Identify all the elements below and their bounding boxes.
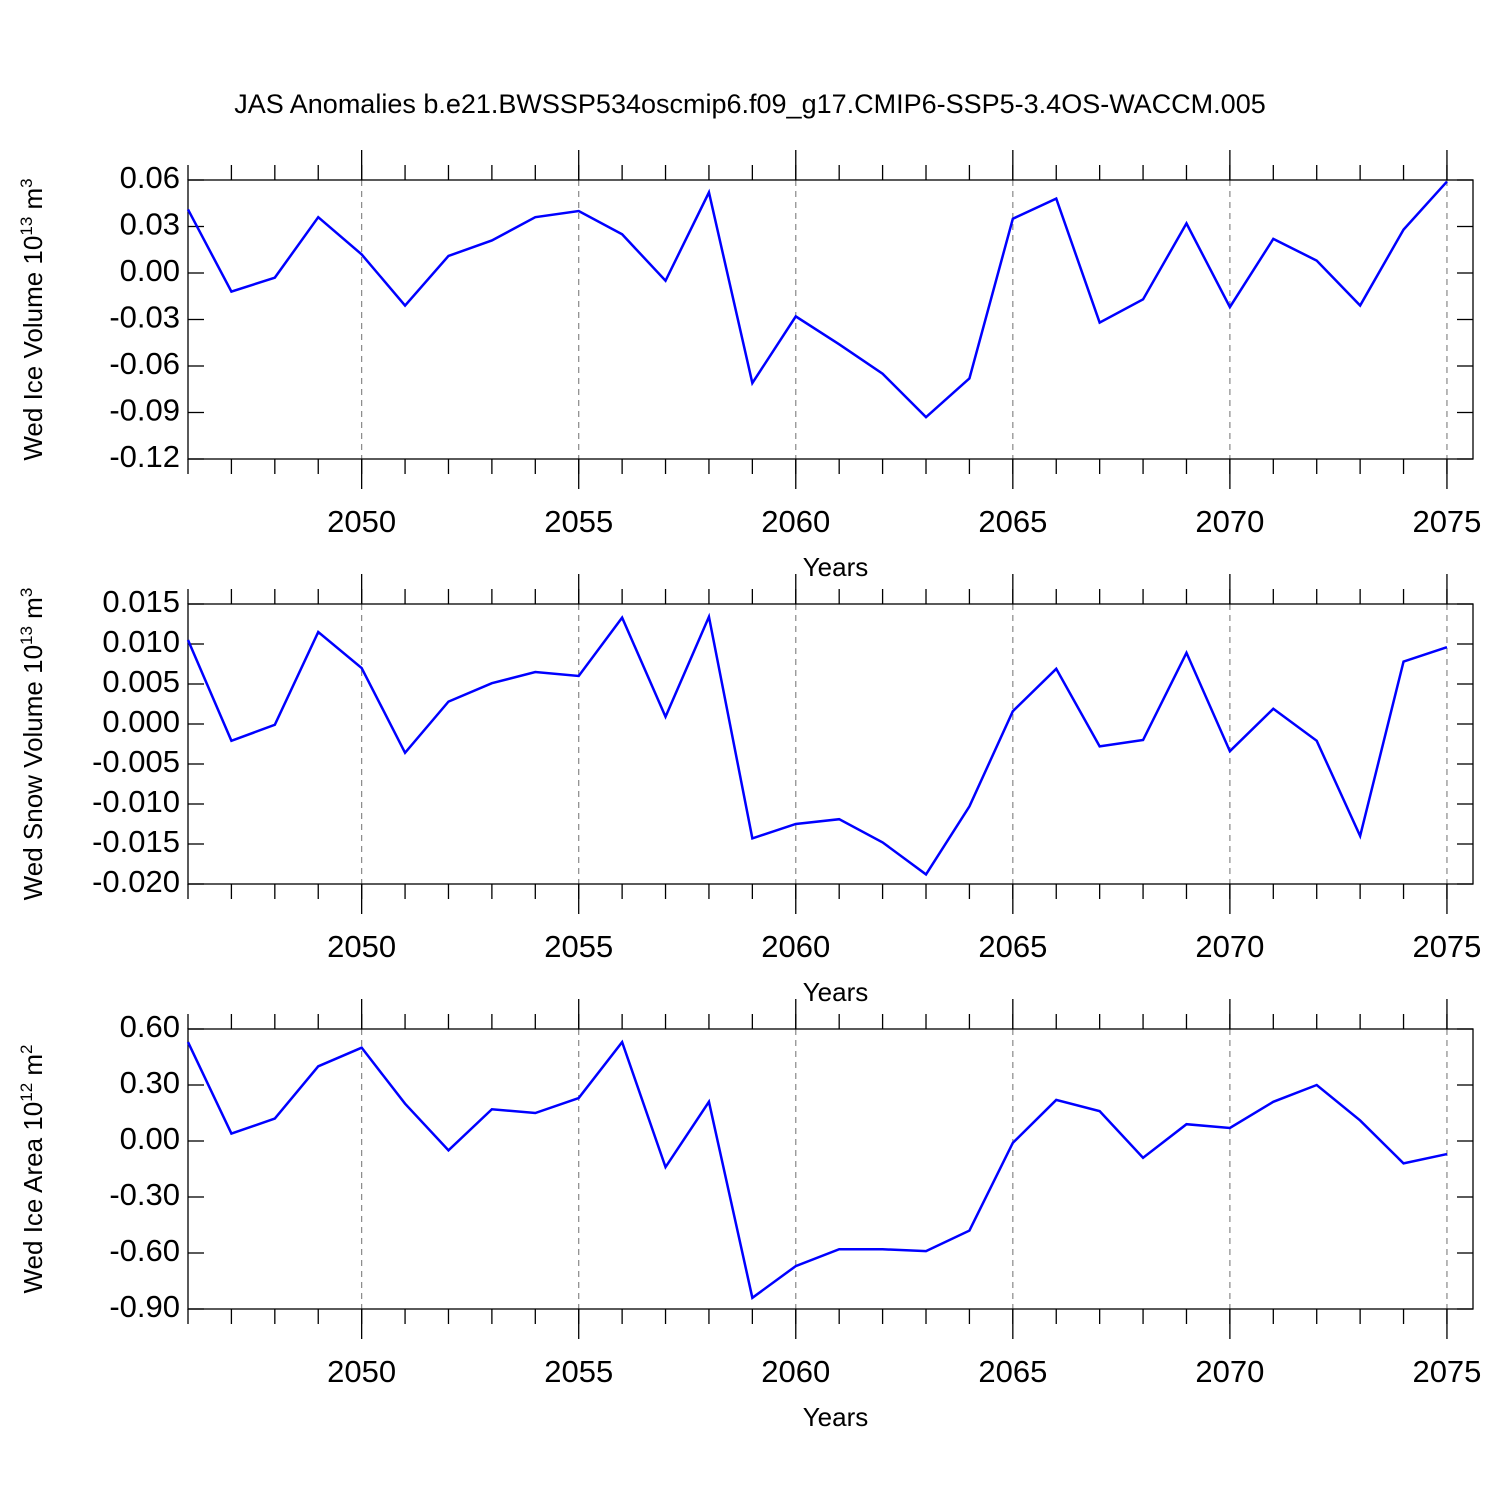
x-tick-label: 2055: [544, 1354, 613, 1389]
y-tick-label: -0.015: [92, 824, 180, 859]
y-axis-label-part: 13: [17, 626, 36, 645]
y-axis-label: Wed Ice Volume 1013 m3: [17, 178, 48, 460]
x-tick-label: 2075: [1412, 929, 1481, 964]
x-tick-label: 2075: [1412, 504, 1481, 539]
x-tick-label: 2055: [544, 929, 613, 964]
y-tick-label: -0.020: [92, 864, 180, 899]
x-tick-label: 2055: [544, 504, 613, 539]
y-tick-label: 0.00: [120, 1121, 180, 1156]
y-axis-label-part: m: [18, 188, 48, 217]
y-axis-label-part: 3: [17, 588, 36, 597]
y-tick-label: 0.00: [120, 253, 180, 288]
x-tick-label: 2050: [327, 1354, 396, 1389]
data-line: [186, 1039, 1448, 1300]
y-axis-label-part: Wed Ice Area 10: [18, 1102, 48, 1294]
y-axis-label-part: 2: [17, 1044, 36, 1053]
x-tick-label: 2050: [327, 504, 396, 539]
data-line: [186, 612, 1448, 877]
x-tick-label: 2070: [1195, 1354, 1264, 1389]
y-axis-label-part: m: [18, 597, 48, 626]
x-tick-label: 2070: [1195, 504, 1264, 539]
y-tick-label: 0.60: [120, 1009, 180, 1044]
y-tick-label: 0.06: [120, 160, 180, 195]
y-tick-label: -0.90: [109, 1289, 180, 1324]
y-tick-label: -0.09: [109, 393, 180, 428]
y-tick-label: 0.010: [102, 624, 180, 659]
y-tick-label: -0.60: [109, 1233, 180, 1268]
y-tick-label: 0.005: [102, 664, 180, 699]
y-axis-label-part: 3: [17, 178, 36, 187]
x-axis-label: Years: [803, 1402, 869, 1432]
x-tick-label: 2070: [1195, 929, 1264, 964]
y-tick-label: -0.12: [109, 439, 180, 474]
x-tick-label: 2065: [978, 929, 1047, 964]
y-tick-label: -0.005: [92, 744, 180, 779]
x-tick-label: 2060: [761, 504, 830, 539]
y-axis-label-part: Wed Snow Volume 10: [18, 645, 48, 900]
chart-title: JAS Anomalies b.e21.BWSSP534oscmip6.f09_…: [234, 89, 1265, 119]
y-axis-label-part: m: [18, 1054, 48, 1083]
x-tick-label: 2065: [978, 504, 1047, 539]
y-axis-label-part: 13: [17, 217, 36, 236]
y-axis-label: Wed Snow Volume 1013 m3: [17, 588, 48, 901]
y-tick-label: -0.03: [109, 300, 180, 335]
y-tick-label: 0.03: [120, 207, 180, 242]
x-tick-label: 2050: [327, 929, 396, 964]
x-axis-label: Years: [803, 977, 869, 1007]
y-axis-label-part: Wed Ice Volume 10: [18, 236, 48, 461]
data-line: [186, 180, 1448, 419]
y-tick-label: -0.010: [92, 784, 180, 819]
plot-frame: [187, 1028, 1474, 1310]
y-tick-label: 0.015: [102, 584, 180, 619]
y-axis-label-part: 12: [17, 1083, 36, 1102]
y-tick-label: 0.30: [120, 1065, 180, 1100]
y-axis-label: Wed Ice Area 1012 m2: [17, 1044, 48, 1293]
x-tick-label: 2065: [978, 1354, 1047, 1389]
x-axis-label: Years: [803, 552, 869, 582]
plot-frame: [187, 603, 1474, 885]
y-tick-label: -0.30: [109, 1177, 180, 1212]
x-tick-label: 2060: [761, 929, 830, 964]
x-tick-label: 2075: [1412, 1354, 1481, 1389]
x-tick-label: 2060: [761, 1354, 830, 1389]
y-tick-label: -0.06: [109, 346, 180, 381]
plot-frame: [187, 179, 1474, 460]
y-tick-label: 0.000: [102, 704, 180, 739]
